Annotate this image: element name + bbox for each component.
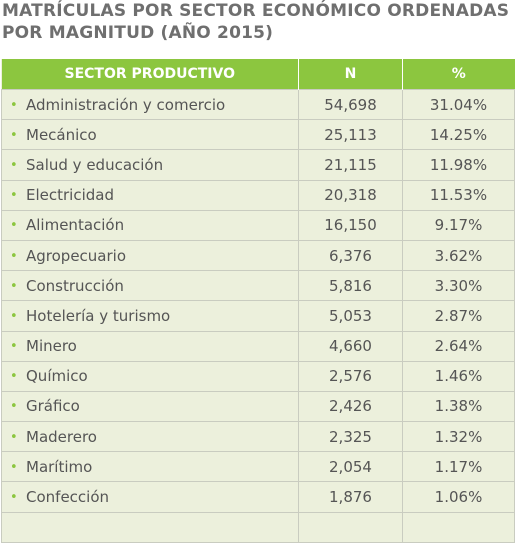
sector-cell: • Minero	[1, 330, 299, 362]
table-row: • Minero 4,660 2.64%	[1, 330, 515, 362]
percent-cell: 31.04%	[402, 88, 515, 121]
sector-label: Hotelería y turismo	[26, 306, 171, 325]
bullet-icon: •	[10, 459, 18, 475]
sector-cell: • Agropecuario	[1, 239, 299, 272]
count-cell: 20,318	[298, 179, 403, 211]
bullet-icon: •	[10, 429, 18, 445]
percent-cell: 3.30%	[402, 270, 515, 302]
sector-label: Administración y comercio	[26, 95, 226, 114]
header-sector: SECTOR PRODUCTIVO	[1, 59, 299, 90]
bullet-icon: •	[10, 127, 18, 143]
sector-label: Maderero	[26, 427, 97, 446]
count-cell: 4,660	[298, 330, 403, 362]
count-cell: 6,376	[298, 239, 403, 272]
bullet-icon: •	[10, 188, 18, 204]
percent-cell: 11.98%	[402, 149, 515, 181]
header-pct: %	[402, 59, 515, 90]
bullet-icon: •	[10, 157, 18, 173]
table-row: • Confección 1,876 1.06%	[1, 481, 515, 513]
sector-cell: • Administración y comercio	[1, 88, 299, 121]
percent-cell: 2.87%	[402, 300, 515, 332]
title-line-1: MATRÍCULAS POR SECTOR ECONÓMICO ORDENADA…	[2, 1, 510, 21]
sector-cell: • Salud y educación	[1, 149, 299, 181]
percent-cell: 1.17%	[402, 451, 515, 483]
sector-label: Gráfico	[26, 397, 80, 416]
bullet-icon: •	[10, 369, 18, 385]
percent-cell	[402, 511, 515, 543]
header-n: N	[298, 59, 403, 90]
sector-label: Alimentación	[26, 216, 125, 235]
sector-label: Químico	[26, 367, 88, 386]
sector-cell: • Alimentación	[1, 209, 299, 241]
sector-cell: • Hotelería y turismo	[1, 300, 299, 332]
percent-cell: 1.32%	[402, 421, 515, 453]
sector-label: Mecánico	[26, 125, 97, 144]
count-cell: 16,150	[298, 209, 403, 241]
table-row: • Hotelería y turismo 5,053 2.87%	[1, 300, 515, 332]
table-body: • Administración y comercio 54,698 31.04% • M…	[1, 88, 515, 543]
count-cell: 1,876	[298, 481, 403, 513]
sector-label: Agropecuario	[26, 246, 127, 265]
percent-cell: 1.38%	[402, 390, 515, 423]
percent-cell: 1.06%	[402, 481, 515, 513]
sector-label: Construcción	[26, 276, 124, 295]
count-cell: 2,426	[298, 390, 403, 423]
percent-cell: 1.46%	[402, 360, 515, 392]
count-cell: 25,113	[298, 119, 403, 151]
table-row: • Alimentación 16,150 9.17%	[1, 209, 515, 241]
table-row: • Administración y comercio 54,698 31.04%	[1, 88, 515, 121]
sector-label: Electricidad	[26, 186, 114, 205]
percent-cell: 11.53%	[402, 179, 515, 211]
sector-cell: • Mecánico	[1, 119, 299, 151]
sector-cell	[1, 511, 299, 543]
bullet-icon: •	[10, 248, 18, 264]
sector-cell: • Gráfico	[1, 390, 299, 423]
table-row: • Mecánico 25,113 14.25%	[1, 119, 515, 151]
sector-cell: • Químico	[1, 360, 299, 392]
table-row: • Electricidad 20,318 11.53%	[1, 179, 515, 211]
sector-cell: • Confección	[1, 481, 299, 513]
sector-cell: • Electricidad	[1, 179, 299, 211]
table-row: • Salud y educación 21,115 11.98%	[1, 149, 515, 181]
bullet-icon: •	[10, 97, 18, 113]
count-cell: 2,576	[298, 360, 403, 392]
page-title: MATRÍCULAS POR SECTOR ECONÓMICO ORDENADA…	[2, 0, 512, 44]
count-cell: 5,053	[298, 300, 403, 332]
count-cell: 2,325	[298, 421, 403, 453]
sector-cell: • Marítimo	[1, 451, 299, 483]
percent-cell: 2.64%	[402, 330, 515, 362]
table-row: • Maderero 2,325 1.32%	[1, 421, 515, 453]
bullet-icon: •	[10, 399, 18, 415]
percent-cell: 3.62%	[402, 239, 515, 272]
table-row: • Marítimo 2,054 1.17%	[1, 451, 515, 483]
sector-cell: • Construcción	[1, 270, 299, 302]
title-line-2: POR MAGNITUD (AÑO 2015)	[2, 23, 274, 43]
enrollment-table: SECTOR PRODUCTIVO N % • Administración y …	[1, 59, 515, 543]
count-cell: 21,115	[298, 149, 403, 181]
sector-label: Minero	[26, 337, 77, 356]
table-header: SECTOR PRODUCTIVO N %	[1, 59, 515, 90]
bullet-icon: •	[10, 308, 18, 324]
percent-cell: 14.25%	[402, 119, 515, 151]
count-cell: 54,698	[298, 88, 403, 121]
percent-cell: 9.17%	[402, 209, 515, 241]
header-row: SECTOR PRODUCTIVO N %	[1, 59, 515, 90]
sector-cell: • Maderero	[1, 421, 299, 453]
count-cell: 2,054	[298, 451, 403, 483]
bullet-icon: •	[10, 490, 18, 506]
bullet-icon: •	[10, 218, 18, 234]
count-cell: 5,816	[298, 270, 403, 302]
sector-label: Confección	[26, 488, 110, 507]
table-row: • Gráfico 2,426 1.38%	[1, 390, 515, 423]
table-row: • Construcción 5,816 3.30%	[1, 270, 515, 302]
bullet-icon: •	[10, 278, 18, 294]
table-row	[1, 511, 515, 543]
sector-label: Marítimo	[26, 457, 93, 476]
table-row: • Agropecuario 6,376 3.62%	[1, 239, 515, 272]
bullet-icon: •	[10, 339, 18, 355]
table-row: • Químico 2,576 1.46%	[1, 360, 515, 392]
sector-label: Salud y educación	[26, 155, 164, 174]
count-cell	[298, 511, 403, 543]
